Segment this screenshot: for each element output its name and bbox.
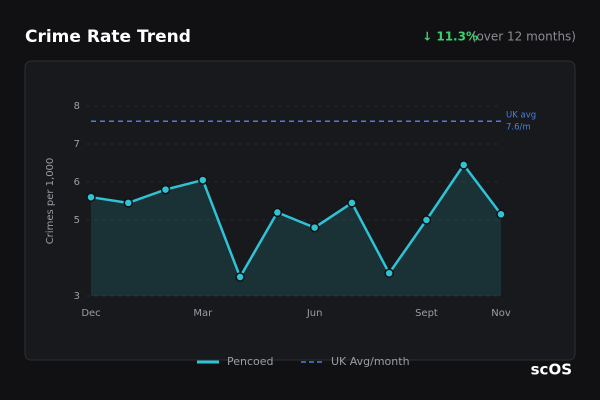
- y-tick-label: 5: [74, 215, 80, 226]
- change: ↓ 11.3%: [422, 30, 478, 44]
- x-tick-label: Sept: [415, 308, 438, 319]
- area: [91, 164, 501, 296]
- point: [272, 207, 283, 218]
- legend-label: Pencoed: [227, 355, 274, 368]
- annotation: UK avg: [506, 111, 536, 121]
- point: [123, 198, 134, 208]
- x-tick-label: Jun: [306, 308, 323, 319]
- x-tick-label: Nov: [491, 308, 511, 319]
- point: [384, 268, 394, 278]
- line: [90, 162, 502, 280]
- y-axis-label: Crimes per 1,000: [45, 158, 56, 245]
- change-note: (over 12 months): [472, 30, 576, 44]
- point: [198, 175, 208, 185]
- x-tick-label: Dec: [81, 308, 100, 319]
- annotation: 7.6/m: [506, 123, 531, 133]
- legend-label: UK Avg/month: [331, 355, 410, 368]
- point: [86, 192, 96, 202]
- point: [421, 215, 432, 225]
- x-tick-label: Mar: [193, 308, 213, 319]
- y-tick-label: 3: [74, 291, 80, 302]
- panel: [24, 60, 576, 361]
- watermark: scOS: [531, 361, 572, 379]
- y-tick-label: 8: [74, 101, 80, 112]
- point: [347, 198, 357, 208]
- y-tick-label: 6: [74, 177, 80, 188]
- point: [235, 272, 245, 282]
- point: [458, 160, 469, 170]
- point: [496, 209, 506, 220]
- point: [160, 184, 171, 195]
- point: [309, 222, 320, 233]
- y-tick-label: 7: [74, 139, 80, 150]
- title: Crime Rate Trend: [25, 27, 191, 47]
